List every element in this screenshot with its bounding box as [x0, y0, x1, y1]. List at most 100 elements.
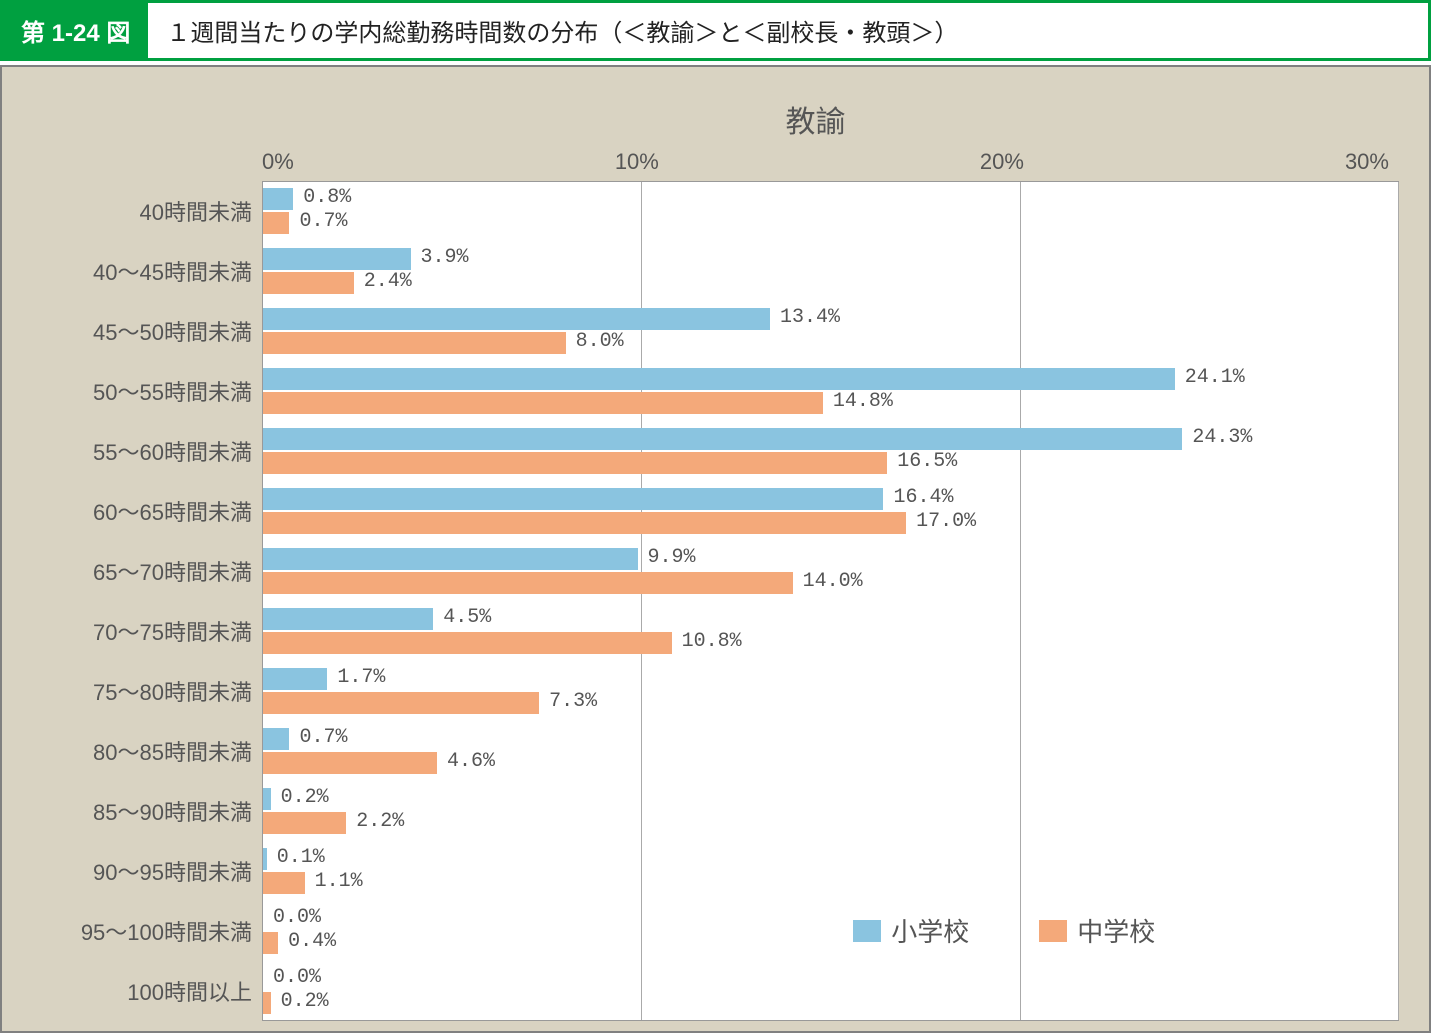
- bar-value-label: 10.8%: [682, 630, 742, 653]
- plot-wrap: 40時間未満40～45時間未満45～50時間未満50～55時間未満55～60時間…: [32, 181, 1399, 1021]
- y-category-label: 50～55時間未満: [32, 361, 262, 421]
- y-axis-labels: 40時間未満40～45時間未満45～50時間未満50～55時間未満55～60時間…: [32, 181, 262, 1021]
- figure-number: 第 1-24 図: [3, 3, 148, 58]
- bar-value-label: 8.0%: [576, 330, 624, 353]
- bar-value-label: 4.5%: [443, 606, 491, 629]
- bar-value-label: 0.2%: [281, 786, 329, 809]
- chart-title: 教諭: [232, 97, 1399, 141]
- bar-value-label: 14.0%: [803, 570, 863, 593]
- bar-elementary: [263, 428, 1182, 450]
- bar-junior-high: [263, 932, 278, 954]
- gridline: [1398, 182, 1399, 1020]
- bar-elementary: [263, 548, 638, 570]
- bar-value-label: 14.8%: [833, 390, 893, 413]
- bar-junior-high: [263, 272, 354, 294]
- bar-elementary: [263, 368, 1175, 390]
- bar-value-label: 0.8%: [303, 186, 351, 209]
- y-category-label: 95～100時間未満: [32, 901, 262, 961]
- bar-row: 24.1% 14.8%: [263, 362, 1398, 422]
- bar-value-label: 17.0%: [916, 510, 976, 533]
- bar-row: 1.7%7.3%: [263, 662, 1398, 722]
- y-category-label: 40～45時間未満: [32, 241, 262, 301]
- legend-label: 小学校: [891, 912, 969, 949]
- plot-area: 0.8%0.7%3.9%2.4%13.4%8.0%24.1%14.8%24.3%…: [262, 181, 1399, 1021]
- y-category-label: 80～85時間未満: [32, 721, 262, 781]
- bar-value-label: 3.9%: [421, 246, 469, 269]
- bar-row: 24.3% 16.5%: [263, 422, 1398, 482]
- bar-value-label: 16.4%: [893, 486, 953, 509]
- y-category-label: 40時間未満: [32, 181, 262, 241]
- bar-row: 9.9% 14.0%: [263, 542, 1398, 602]
- bar-junior-high: [263, 452, 887, 474]
- y-category-label: 100時間以上: [32, 961, 262, 1021]
- bar-junior-high: [263, 512, 906, 534]
- bar-junior-high: [263, 212, 289, 234]
- bar-value-label: 24.1%: [1185, 366, 1245, 389]
- x-tick-label: 10%: [615, 149, 659, 175]
- bar-elementary: [263, 308, 770, 330]
- bar-value-label: 0.0%: [273, 966, 321, 989]
- bar-row: 0.8%0.7%: [263, 182, 1398, 242]
- bar-junior-high: [263, 332, 566, 354]
- bar-value-label: 2.4%: [364, 270, 412, 293]
- bar-elementary: [263, 488, 883, 510]
- y-category-label: 60～65時間未満: [32, 481, 262, 541]
- bar-row: 0.2% 2.2%: [263, 782, 1398, 842]
- bar-junior-high: [263, 392, 823, 414]
- bar-row: 4.5% 10.8%: [263, 602, 1398, 662]
- bar-elementary: [263, 248, 411, 270]
- y-category-label: 85～90時間未満: [32, 781, 262, 841]
- y-category-label: 65～70時間未満: [32, 541, 262, 601]
- bar-row: 3.9% 2.4%: [263, 242, 1398, 302]
- bar-value-label: 0.4%: [288, 930, 336, 953]
- bar-value-label: 2.2%: [356, 810, 404, 833]
- y-category-label: 75～80時間未満: [32, 661, 262, 721]
- x-tick-label: 0%: [262, 149, 294, 175]
- bar-elementary: [263, 188, 293, 210]
- x-tick-label: 30%: [1345, 149, 1389, 175]
- bar-value-label: 0.7%: [299, 210, 347, 233]
- y-category-label: 45～50時間未満: [32, 301, 262, 361]
- figure-header: 第 1-24 図 １週間当たりの学内総勤務時間数の分布（＜教諭＞と＜副校長・教頭…: [0, 0, 1431, 61]
- bar-junior-high: [263, 752, 437, 774]
- bar-junior-high: [263, 812, 346, 834]
- bar-junior-high: [263, 872, 305, 894]
- bar-junior-high: [263, 632, 672, 654]
- bar-row: 13.4% 8.0%: [263, 302, 1398, 362]
- bar-value-label: 0.7%: [299, 726, 347, 749]
- bar-junior-high: [263, 992, 271, 1014]
- bar-row: 0.0%0.2%: [263, 962, 1398, 1022]
- bar-value-label: 16.5%: [897, 450, 957, 473]
- legend-label: 中学校: [1077, 912, 1155, 949]
- legend-swatch: [1039, 920, 1067, 942]
- bar-value-label: 0.0%: [273, 906, 321, 929]
- bar-value-label: 0.2%: [281, 990, 329, 1013]
- bar-row: 16.4%17.0%: [263, 482, 1398, 542]
- figure-title: １週間当たりの学内総勤務時間数の分布（＜教諭＞と＜副校長・教頭＞）: [148, 3, 976, 58]
- y-category-label: 55～60時間未満: [32, 421, 262, 481]
- bar-row: 0.0%0.4%: [263, 902, 1398, 962]
- bar-value-label: 9.9%: [648, 546, 696, 569]
- y-category-label: 90～95時間未満: [32, 841, 262, 901]
- y-category-label: 70～75時間未満: [32, 601, 262, 661]
- bar-value-label: 0.1%: [277, 846, 325, 869]
- bar-elementary: [263, 788, 271, 810]
- bar-elementary: [263, 848, 267, 870]
- bar-value-label: 1.1%: [315, 870, 363, 893]
- bar-row: 0.7% 4.6%: [263, 722, 1398, 782]
- bar-elementary: [263, 668, 327, 690]
- bar-value-label: 4.6%: [447, 750, 495, 773]
- bar-value-label: 24.3%: [1192, 426, 1252, 449]
- x-tick-label: 20%: [980, 149, 1024, 175]
- bar-junior-high: [263, 692, 539, 714]
- bar-junior-high: [263, 572, 793, 594]
- bar-value-label: 13.4%: [780, 306, 840, 329]
- bar-elementary: [263, 608, 433, 630]
- bar-elementary: [263, 728, 289, 750]
- legend-item: 小学校: [853, 912, 969, 949]
- x-axis-labels: 0% 10% 20% 30%: [262, 149, 1389, 175]
- legend-item: 中学校: [1039, 912, 1155, 949]
- bar-row: 0.1%1.1%: [263, 842, 1398, 902]
- chart-container: 教諭 0%10%20%30% 40時間未満40～45時間未満45～50時間未満5…: [0, 65, 1431, 1033]
- bar-value-label: 7.3%: [549, 690, 597, 713]
